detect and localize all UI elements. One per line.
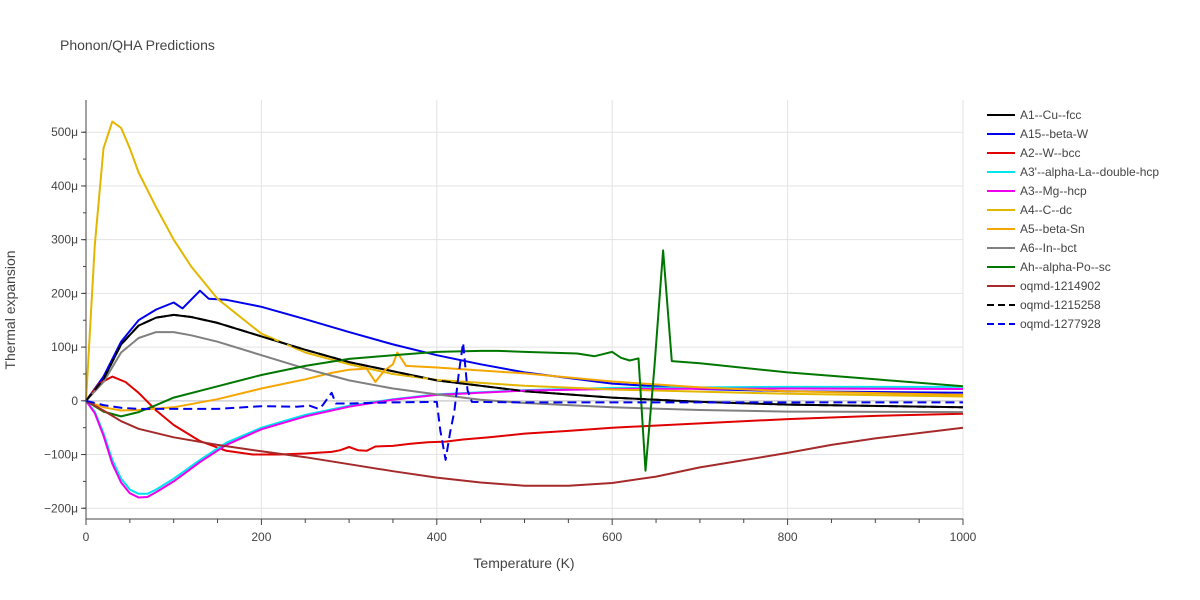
- legend-label: oqmd-1215258: [1020, 298, 1101, 312]
- legend-label: A3'--alpha-La--double-hcp: [1020, 165, 1159, 179]
- x-tick-label: 800: [778, 530, 798, 544]
- legend-item[interactable]: oqmd-1277928: [987, 317, 1101, 331]
- x-tick-label: 600: [602, 530, 622, 544]
- legend-label: A1--Cu--fcc: [1020, 108, 1081, 122]
- legend-item[interactable]: Ah--alpha-Po--sc: [987, 260, 1111, 274]
- x-tick-label: 1000: [950, 530, 977, 544]
- y-tick-label: 300μ: [51, 233, 78, 247]
- legend-item[interactable]: A3--Mg--hcp: [987, 184, 1087, 198]
- y-tick-label: −100μ: [44, 448, 78, 462]
- legend-item[interactable]: A3'--alpha-La--double-hcp: [987, 165, 1159, 179]
- legend-label: oqmd-1214902: [1020, 279, 1101, 293]
- legend-item[interactable]: A2--W--bcc: [987, 146, 1080, 160]
- legend-label: A2--W--bcc: [1020, 146, 1080, 160]
- legend-label: A3--Mg--hcp: [1020, 184, 1087, 198]
- legend-item[interactable]: A6--In--bct: [987, 241, 1077, 255]
- legend-item[interactable]: A15--beta-W: [987, 127, 1089, 141]
- x-tick-label: 0: [83, 530, 90, 544]
- legend-label: A5--beta-Sn: [1020, 222, 1085, 236]
- legend-item[interactable]: A4--C--dc: [987, 203, 1072, 217]
- series-line-a4-c-dc[interactable]: [85, 120, 964, 401]
- legend-item[interactable]: A5--beta-Sn: [987, 222, 1085, 236]
- series-line-oqmd-1215258[interactable]: [85, 313, 964, 409]
- series-line-a15-beta-w[interactable]: [85, 289, 964, 402]
- series-line-a5-beta-sn[interactable]: [85, 351, 964, 412]
- legend-item[interactable]: oqmd-1214902: [987, 279, 1101, 293]
- gridlines: [86, 100, 964, 519]
- legend-item[interactable]: oqmd-1215258: [987, 298, 1101, 312]
- legend-item[interactable]: A1--Cu--fcc: [987, 108, 1081, 122]
- series-line-ah-alpha-po-sc[interactable]: [85, 249, 964, 472]
- x-tick-label: 200: [251, 530, 271, 544]
- y-axis-label: Thermal expansion: [2, 250, 18, 369]
- y-tick-label: 400μ: [51, 179, 78, 193]
- series-line-a2-w-bcc[interactable]: [85, 375, 964, 456]
- legend-label: Ah--alpha-Po--sc: [1020, 260, 1111, 274]
- series-line-oqmd-1277928[interactable]: [85, 341, 963, 461]
- series-line-a6-in-bct[interactable]: [85, 331, 964, 414]
- y-tick-label: 100μ: [51, 340, 78, 354]
- y-tick-label: −200μ: [44, 501, 78, 515]
- legend[interactable]: A1--Cu--fcc A15--beta-W A2--W--bcc A3'--alp…: [987, 108, 1159, 331]
- legend-label: A15--beta-W: [1020, 127, 1089, 141]
- series-line-oqmd-1214902[interactable]: [85, 399, 964, 487]
- legend-label: A6--In--bct: [1020, 241, 1077, 255]
- series-line-a3-mg-hcp[interactable]: [85, 387, 964, 499]
- y-tick-label: 0: [71, 394, 78, 408]
- x-axis-label: Temperature (K): [473, 555, 574, 571]
- legend-label: oqmd-1277928: [1020, 317, 1101, 331]
- y-tick-label: 200μ: [51, 286, 78, 300]
- series-line-a1-cu-fcc[interactable]: [85, 313, 964, 409]
- y-tick-label: 500μ: [51, 125, 78, 139]
- chart-title: Phonon/QHA Predictions: [60, 37, 215, 53]
- x-tick-label: 400: [427, 530, 447, 544]
- legend-label: A4--C--dc: [1020, 203, 1072, 217]
- plot-area: [85, 120, 964, 499]
- axes: 0 200 400 600 800 1000 −200μ −100μ 0 100μ 200μ 300μ…: [44, 100, 977, 544]
